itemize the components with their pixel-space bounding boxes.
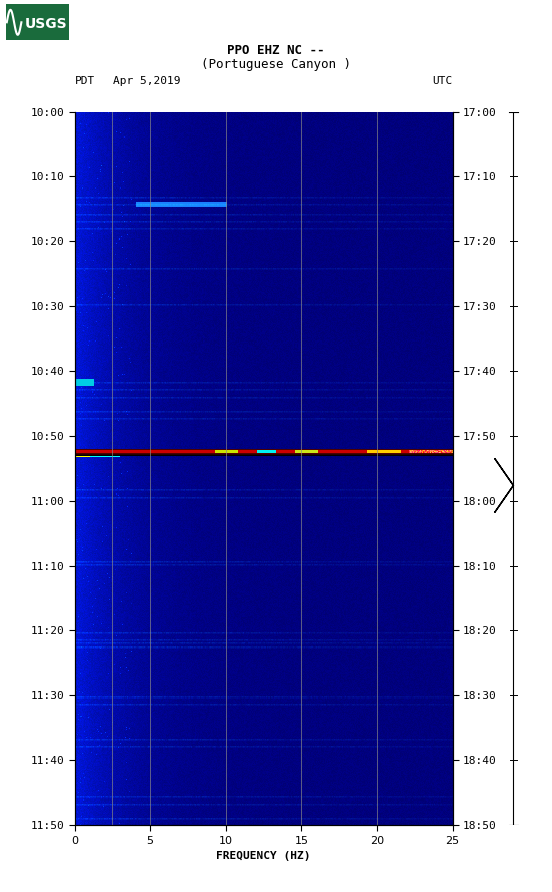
Polygon shape xyxy=(495,458,513,513)
Text: PPO EHZ NC --: PPO EHZ NC -- xyxy=(227,44,325,57)
Text: USGS: USGS xyxy=(24,17,67,31)
Text: (Portuguese Canyon ): (Portuguese Canyon ) xyxy=(201,58,351,71)
Text: PDT: PDT xyxy=(75,76,95,86)
X-axis label: FREQUENCY (HZ): FREQUENCY (HZ) xyxy=(216,851,311,861)
Text: Apr 5,2019: Apr 5,2019 xyxy=(113,76,181,86)
Text: UTC: UTC xyxy=(432,76,453,86)
